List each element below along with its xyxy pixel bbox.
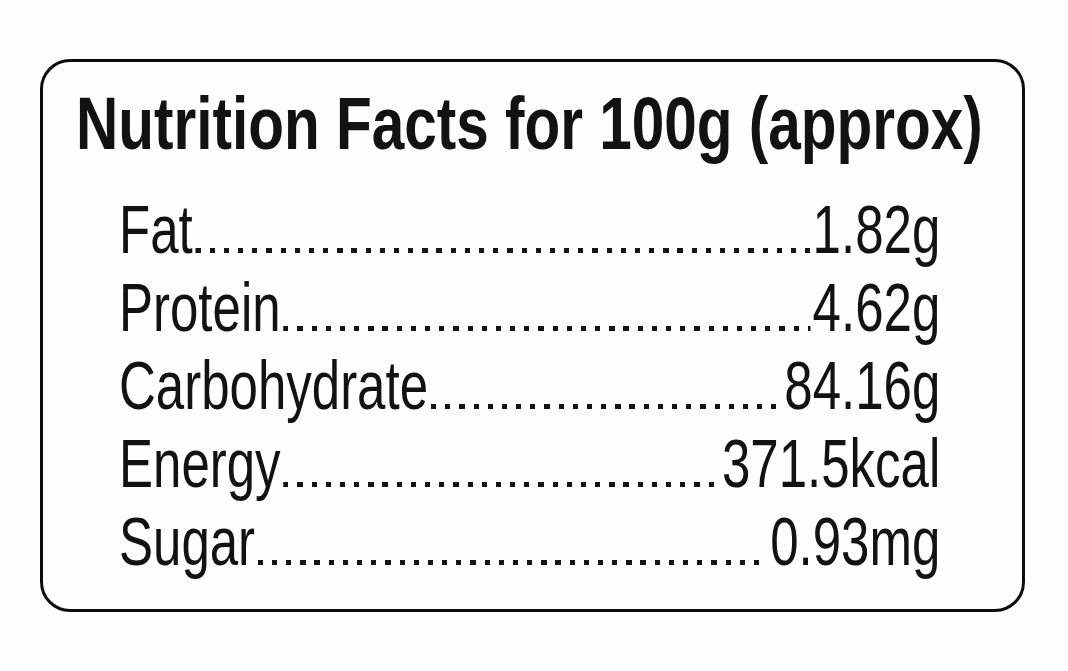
dot-leader	[431, 404, 782, 409]
nutrient-row-sugar: Sugar 0.93mg	[119, 502, 940, 580]
nutrient-name: Carbohydrate	[119, 346, 428, 424]
nutrient-row-protein: Protein 4.62g	[119, 268, 940, 346]
nutrient-name: Sugar	[119, 502, 255, 580]
dot-leader	[284, 326, 811, 331]
nutrient-list: Fat 1.82g Protein 4.62g Carbohydrate 84.…	[119, 190, 1022, 580]
label-title: Nutrition Facts for 100g (approx)	[76, 86, 814, 161]
nutrient-value: 84.16g	[784, 346, 940, 424]
dot-leader	[196, 248, 811, 253]
nutrient-row-energy: Energy 371.5kcal	[119, 424, 940, 502]
nutrient-name: Energy	[119, 424, 281, 502]
nutrient-row-carbohydrate: Carbohydrate 84.16g	[119, 346, 940, 424]
nutrient-name: Fat	[119, 190, 193, 268]
nutrient-value: 0.93mg	[770, 502, 940, 580]
nutrient-name: Protein	[119, 268, 281, 346]
nutrient-value: 371.5kcal	[722, 424, 940, 502]
nutrition-label-card: Nutrition Facts for 100g (approx) Fat 1.…	[40, 59, 1025, 612]
dot-leader	[258, 560, 768, 565]
nutrient-row-fat: Fat 1.82g	[119, 190, 940, 268]
page: { "label": { "title": "Nutrition Facts f…	[0, 0, 1068, 671]
nutrient-value: 1.82g	[813, 190, 941, 268]
dot-leader	[284, 482, 720, 487]
nutrient-value: 4.62g	[813, 268, 941, 346]
